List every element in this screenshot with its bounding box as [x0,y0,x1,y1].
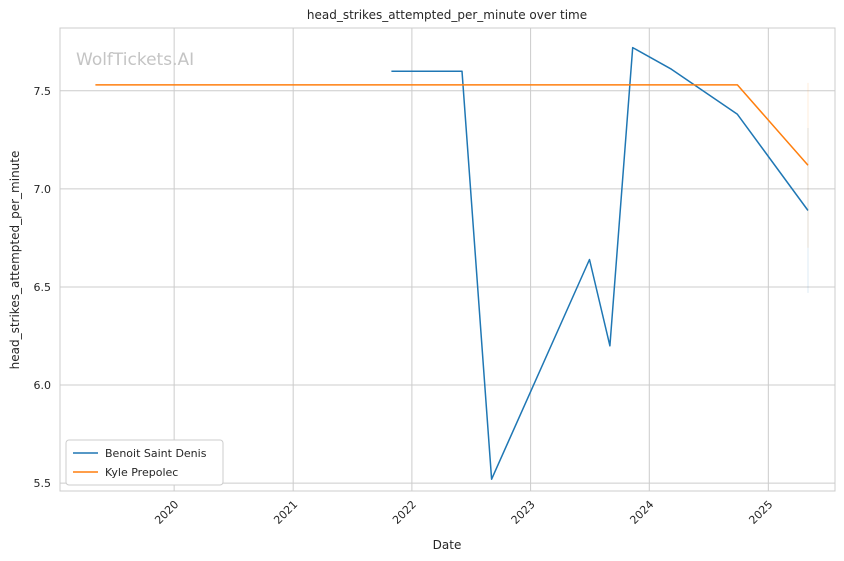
legend-box [65,439,224,486]
x-tick-label: 2023 [509,498,538,527]
series-line-benoit-saint-denis [391,46,809,480]
y-tick-label: 7.0 [34,183,52,196]
x-tick-label: 2025 [746,498,775,527]
chart-title: head_strikes_attempted_per_minute over t… [307,8,587,22]
x-tick-label: 2021 [271,498,300,527]
series-layer [95,46,809,480]
x-tick-label: 2022 [390,498,419,527]
watermark: WolfTickets.AI [76,50,194,70]
x-tick-label: 2024 [627,498,656,527]
y-tick-label: 6.0 [34,379,52,392]
legend-label-kyle-prepolec: Kyle Prepolec [105,466,178,479]
y-tick-label: 5.5 [34,477,52,490]
x-axis-label: Date [433,538,462,552]
legend: Benoit Saint Denis Kyle Prepolec [65,439,224,486]
legend-label-benoit-saint-denis: Benoit Saint Denis [105,447,207,460]
plot-area [59,27,836,492]
x-tick-label: 2020 [152,498,181,527]
series-line-kyle-prepolec [95,84,809,166]
y-tick-label: 7.5 [34,85,52,98]
y-axis-label: head_strikes_attempted_per_minute [8,151,22,370]
y-tick-label: 6.5 [34,281,52,294]
